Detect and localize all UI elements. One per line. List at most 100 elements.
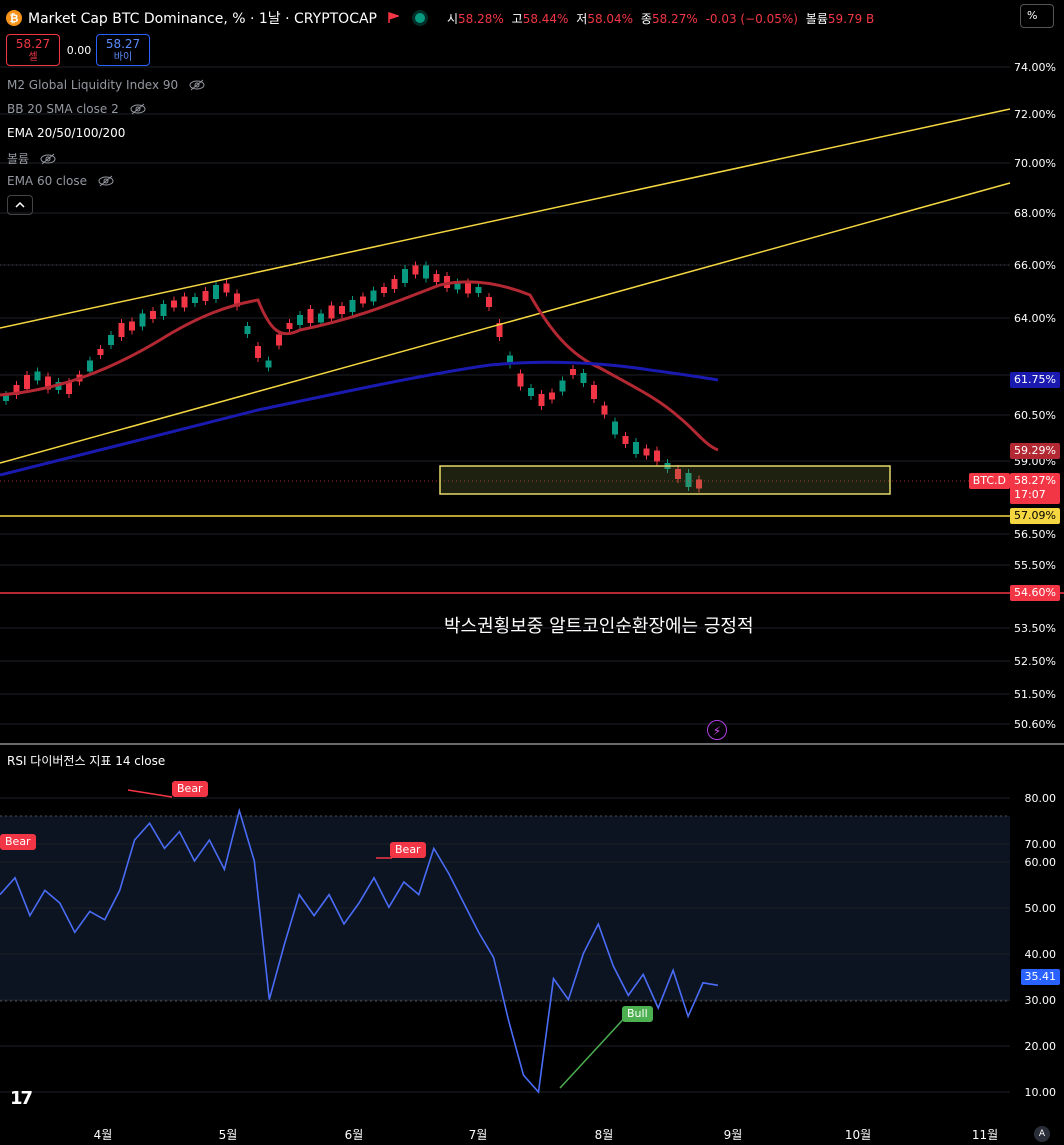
candle-body (444, 276, 450, 288)
candle-body (423, 265, 429, 279)
collapse-legend-button[interactable] (7, 195, 33, 215)
chart-annotation[interactable]: 박스권횡보중 알트코인순환장에는 긍정적 (444, 616, 754, 637)
bull-divergence-label: Bull (622, 1006, 653, 1022)
candle-body (181, 296, 188, 308)
candle-body (412, 265, 419, 275)
rsi-title[interactable]: RSI 다이버전스 지표 14 close (7, 754, 166, 768)
red-line-tag: 54.60% (1010, 585, 1060, 601)
candle-body (150, 311, 156, 319)
candle-body (297, 315, 303, 325)
candle-body (559, 380, 566, 392)
tradingview-logo[interactable]: 17 (10, 1088, 33, 1109)
eye-hidden-icon[interactable] (188, 79, 206, 91)
candle-body (402, 269, 408, 283)
time-axis-label: 6월 (344, 1128, 364, 1142)
candle-body (370, 290, 377, 302)
candle-body (202, 291, 209, 301)
candle-body (234, 293, 240, 307)
range-box (439, 465, 891, 495)
rsi-axis-label: 80.00 (1024, 792, 1057, 805)
candle-body (213, 285, 219, 299)
candle-body (255, 346, 261, 358)
price-axis-label: 56.50% (1014, 528, 1056, 541)
price-axis-label: 64.00% (1014, 312, 1056, 325)
candle-body (601, 405, 608, 415)
flag-icon[interactable] (387, 12, 399, 24)
indicator-ema[interactable]: EMA 20/50/100/200 (7, 126, 126, 140)
buy-button[interactable]: 58.27 바이 (96, 34, 150, 66)
candles (3, 261, 702, 493)
flash-icon[interactable]: ⚡ (707, 720, 727, 740)
candle-body (223, 283, 230, 293)
indicator-bb[interactable]: BB 20 SMA close 2 (7, 102, 147, 116)
candle-body (517, 373, 524, 387)
price-axis-label: 52.50% (1014, 655, 1056, 668)
volume-value: 59.79 B (827, 11, 875, 26)
price-axis-label: 74.00% (1014, 61, 1056, 74)
ema-fast-price-tag: 59.29% (1010, 443, 1060, 459)
candle-body (433, 274, 440, 282)
candle-body (696, 479, 702, 489)
price-axis-label: 60.50% (1014, 409, 1056, 422)
candle-body (654, 450, 660, 462)
candle-body (307, 309, 314, 323)
trend-line-upper (0, 108, 1011, 329)
sell-button[interactable]: 58.27 셀 (6, 34, 60, 66)
ema-slow-price-tag: 61.75% (1010, 372, 1060, 388)
auto-scale-button[interactable]: A (1034, 1126, 1050, 1142)
bear-divergence-label: Bear (172, 781, 208, 797)
bitcoin-icon: ₿ (6, 10, 22, 26)
price-axis-label: 68.00% (1014, 207, 1056, 220)
rsi-pane (0, 789, 1010, 1094)
candle-body (318, 313, 324, 323)
time-axis-label: 7월 (468, 1128, 488, 1142)
time-axis-label: 8월 (594, 1128, 614, 1142)
eye-hidden-icon[interactable] (39, 153, 57, 165)
price-axis-label: 50.60% (1014, 718, 1056, 731)
rsi-axis-label: 10.00 (1024, 1086, 1057, 1099)
ohlc-values: 시58.28% 고58.44% 저58.04% 종58.27% -0.03 (−… (447, 11, 875, 26)
price-axis-label: 51.50% (1014, 688, 1056, 701)
time-axis-label: 4월 (93, 1128, 113, 1142)
candle-body (24, 375, 30, 389)
candle-body (45, 376, 51, 390)
indicator-ema60[interactable]: EMA 60 close (7, 174, 115, 188)
candle-body (591, 385, 597, 399)
candle-body (13, 385, 20, 395)
rsi-value-tag: 35.41 (1020, 969, 1060, 985)
candle-body (97, 349, 104, 355)
chevron-up-icon (15, 202, 25, 208)
percent-scale-button[interactable]: % (1020, 4, 1054, 28)
indicator-volume[interactable]: 볼륨 (7, 150, 57, 167)
candle-body (454, 282, 461, 290)
ema-slow-line (0, 360, 719, 477)
candle-body (34, 371, 41, 381)
time-axis-label: 10월 (844, 1128, 872, 1142)
candle-body (265, 360, 272, 368)
candle-body (192, 297, 198, 303)
candle-body (685, 473, 692, 487)
series-lines (0, 108, 1064, 594)
candle-body (276, 334, 282, 346)
time-axis-label: 11월 (971, 1128, 999, 1142)
rsi-axis-label: 70.00 (1024, 838, 1057, 851)
candle-body (507, 355, 513, 365)
symbol-title[interactable]: Market Cap BTC Dominance, % · 1날 · CRYPT… (28, 11, 377, 27)
candle-body (538, 394, 545, 406)
candle-body (87, 360, 93, 372)
sell-label: 셀 (28, 52, 38, 63)
candle-body (286, 323, 293, 329)
volume-label: 볼륨 (805, 11, 828, 26)
eye-hidden-icon[interactable] (97, 175, 115, 187)
eye-hidden-icon[interactable] (129, 103, 147, 115)
candle-body (643, 448, 650, 456)
candle-body (139, 313, 146, 327)
indicator-m2[interactable]: M2 Global Liquidity Index 90 (7, 78, 206, 92)
candle-body (360, 296, 366, 304)
rsi-axis-label: 30.00 (1024, 994, 1057, 1007)
candle-body (171, 300, 177, 308)
candle-body (622, 436, 629, 444)
bull-divergence-line (559, 1011, 631, 1089)
candle-body (381, 287, 387, 293)
